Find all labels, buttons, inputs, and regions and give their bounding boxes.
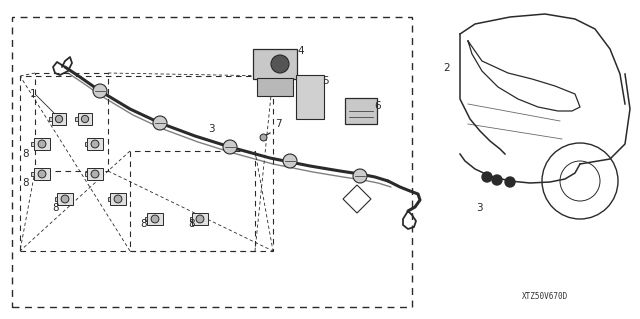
Circle shape	[91, 170, 99, 178]
Circle shape	[196, 215, 204, 223]
Circle shape	[482, 172, 492, 182]
Text: 4: 4	[297, 46, 303, 56]
Text: 3: 3	[476, 203, 483, 213]
Bar	[257, 78, 293, 96]
Bar	[76, 117, 78, 121]
Text: 8: 8	[52, 203, 59, 213]
Circle shape	[38, 170, 46, 178]
Circle shape	[56, 115, 63, 122]
Bar	[31, 142, 35, 146]
Text: 8: 8	[22, 149, 29, 159]
Circle shape	[114, 195, 122, 203]
Circle shape	[271, 55, 289, 73]
Circle shape	[38, 140, 46, 148]
Bar	[145, 217, 147, 221]
Bar	[35, 138, 50, 150]
Bar	[110, 193, 125, 205]
Bar	[12, 17, 412, 307]
Circle shape	[81, 115, 88, 122]
Bar	[84, 142, 87, 146]
Bar	[52, 113, 66, 125]
Bar	[130, 151, 255, 251]
Bar	[147, 213, 163, 225]
Text: 5: 5	[322, 76, 328, 86]
Bar	[31, 172, 35, 176]
Text: 7: 7	[275, 119, 282, 129]
Text: 3: 3	[208, 124, 214, 134]
Circle shape	[91, 140, 99, 148]
Bar	[189, 217, 192, 221]
Bar	[58, 193, 73, 205]
Circle shape	[353, 169, 367, 183]
Bar	[253, 49, 297, 79]
Bar	[78, 113, 92, 125]
Bar	[35, 73, 108, 171]
Bar	[192, 213, 208, 225]
Bar	[49, 117, 52, 121]
Circle shape	[153, 116, 167, 130]
Circle shape	[151, 215, 159, 223]
Text: 1: 1	[30, 89, 36, 99]
Text: 8: 8	[22, 178, 29, 188]
Text: XTZ50V670D: XTZ50V670D	[522, 292, 568, 301]
Bar	[54, 197, 58, 201]
Bar	[87, 138, 102, 150]
Bar	[87, 168, 102, 180]
Circle shape	[223, 140, 237, 154]
Text: 2: 2	[443, 63, 450, 73]
Bar	[20, 76, 273, 251]
Circle shape	[61, 195, 69, 203]
Text: 6: 6	[374, 101, 381, 111]
Text: 8: 8	[140, 219, 147, 229]
Text: 8: 8	[188, 219, 195, 229]
Circle shape	[283, 154, 297, 168]
Bar	[84, 172, 87, 176]
Bar	[108, 197, 110, 201]
Bar	[345, 98, 377, 124]
Bar	[296, 75, 324, 119]
Circle shape	[93, 84, 107, 98]
Bar	[35, 168, 50, 180]
Circle shape	[492, 175, 502, 185]
Circle shape	[505, 177, 515, 187]
